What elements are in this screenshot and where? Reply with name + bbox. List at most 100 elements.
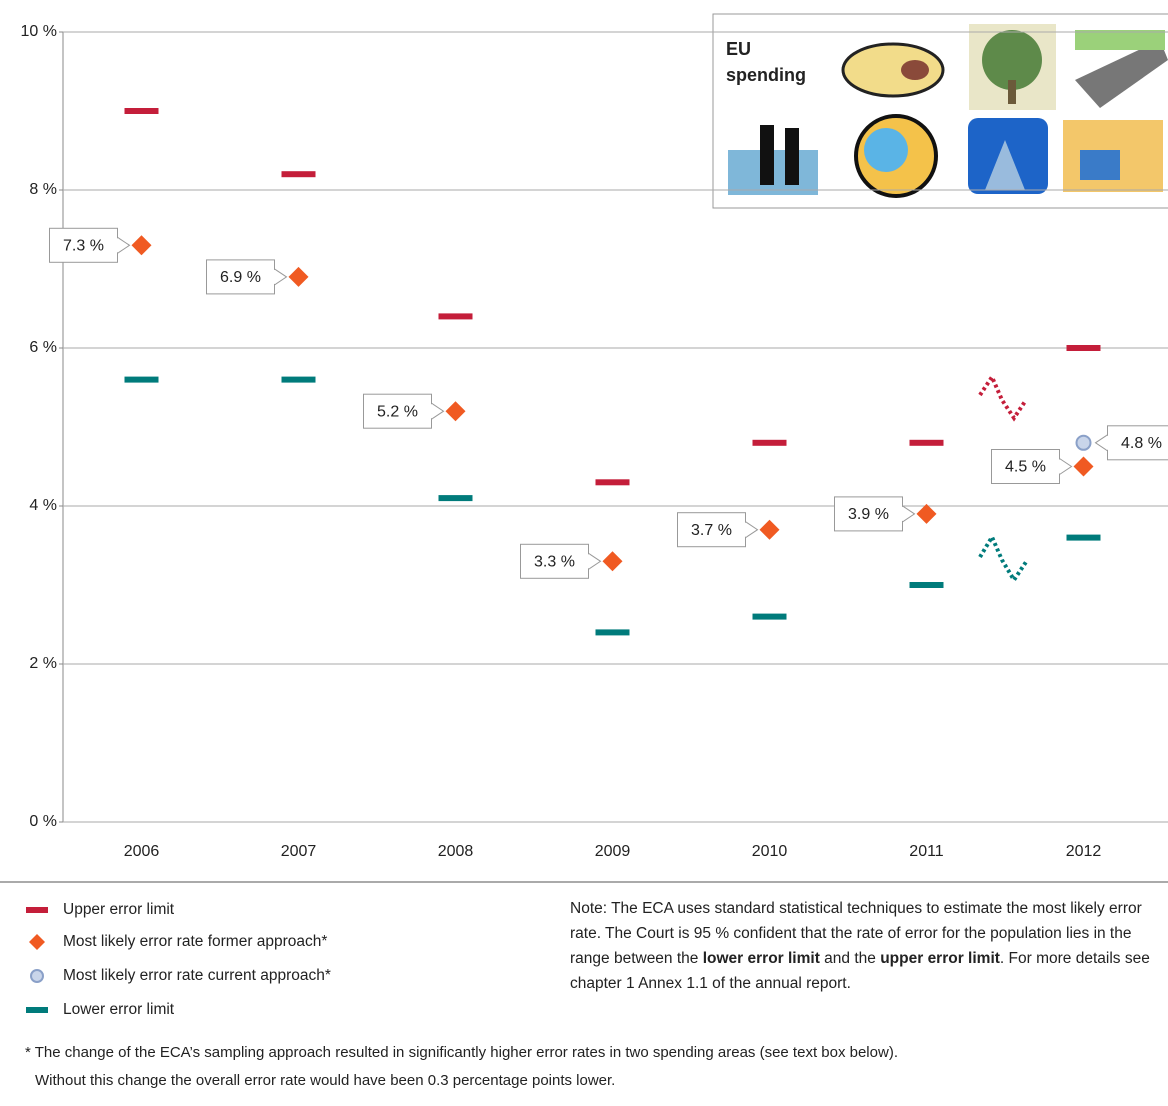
x-tick-label: 2011 — [909, 843, 944, 860]
note-text: and the — [819, 950, 881, 967]
legend-label: Most likely error rate current approach* — [63, 967, 331, 984]
error-rate-diamond — [288, 266, 309, 287]
error-rate-diamond — [445, 401, 466, 422]
y-tick-label: 0 % — [29, 813, 57, 830]
legend-label: Upper error limit — [63, 901, 175, 918]
note-text: Note: The ECA uses standard statistical … — [570, 900, 1142, 967]
legend-marker — [26, 1007, 48, 1013]
x-tick-label: 2012 — [1066, 843, 1102, 860]
value-label-box — [206, 259, 275, 295]
value-label-pointer — [902, 504, 916, 523]
x-tick-label: 2010 — [752, 843, 788, 860]
cow-icon — [901, 60, 929, 80]
value-label-box — [991, 449, 1060, 484]
value-label-pointer — [588, 552, 602, 571]
value-label: 3.3 % — [534, 554, 575, 571]
error-limit-bar — [124, 376, 159, 383]
legend-label: Lower error limit — [63, 1001, 175, 1018]
note-text: . For more details see chapter 1 Annex 1… — [570, 950, 1150, 992]
legend-marker — [29, 934, 45, 950]
legend-marker — [26, 1007, 48, 1013]
value-label: 5.2 % — [377, 403, 418, 420]
x-tick-label: 2007 — [281, 843, 317, 860]
inset-image: EU spending — [712, 13, 1168, 209]
legend-marker — [29, 934, 45, 950]
legend-label: Most likely error rate former approach* — [63, 933, 328, 950]
value-label: 3.9 % — [848, 506, 889, 523]
value-label-box — [520, 543, 589, 579]
error-limit-bar — [1066, 345, 1101, 351]
error-rate-circle — [1075, 434, 1092, 451]
legend-item: Upper error limit — [25, 900, 174, 920]
y-tick-label: 8 % — [29, 181, 57, 198]
tree-icon — [1008, 80, 1016, 104]
people-icon — [760, 125, 774, 185]
tree-icon — [982, 30, 1042, 90]
y-tick-label: 10 % — [21, 23, 57, 40]
x-tick-label: 2006 — [124, 843, 160, 860]
value-label-box — [363, 393, 432, 429]
value-label: 7.3 % — [63, 238, 104, 255]
break-marker — [978, 532, 1028, 584]
value-label-pointer — [431, 402, 445, 421]
road-icon — [1075, 30, 1165, 50]
value-label-pointer — [274, 267, 288, 286]
lab-icon — [985, 140, 1025, 190]
error-limit-bar — [595, 629, 630, 636]
error-rate-diamond — [602, 551, 623, 572]
error-rate-diamond — [916, 503, 937, 524]
note-text: lower error limit — [702, 950, 820, 967]
legend-marker — [30, 969, 44, 983]
y-tick-label: 6 % — [29, 339, 57, 356]
error-limit-bar — [281, 376, 316, 383]
error-limit-bar — [752, 439, 787, 446]
error-limit-bar — [909, 582, 944, 588]
people-icon — [785, 128, 799, 185]
value-label-pointer — [1059, 457, 1073, 476]
value-label-pointer — [117, 236, 131, 255]
value-label: 4.8 % — [1121, 435, 1162, 452]
value-label: 3.7 % — [691, 522, 732, 539]
value-label-pointer — [745, 520, 759, 539]
error-limit-bar — [752, 613, 787, 620]
note: Note: The ECA uses standard statistical … — [570, 896, 1168, 996]
cow-icon — [841, 42, 945, 98]
error-limit-bar — [281, 171, 316, 178]
error-limit-bar — [438, 495, 473, 502]
road-icon — [1075, 40, 1168, 108]
legend-marker — [26, 907, 48, 913]
legend-marker — [26, 907, 48, 913]
value-label: 6.9 % — [220, 269, 261, 286]
footnote: Without this change the overall error ra… — [35, 1072, 616, 1089]
legend-item: Most likely error rate current approach* — [25, 966, 331, 986]
legend-item: Most likely error rate former approach* — [25, 932, 327, 952]
x-tick-label: 2008 — [438, 843, 474, 860]
error-limit-bar — [909, 439, 944, 446]
chart: EU spending 0 % 2 % 4 % 6 % 8 % 10 % 2006 2007 2… — [21, 13, 1168, 860]
error-rate-diamond — [1073, 456, 1094, 477]
break-marker — [978, 372, 1028, 422]
error-limit-bar — [1066, 534, 1101, 541]
globe-icon — [864, 128, 908, 172]
value-label-box — [677, 512, 746, 548]
footnote: * The change of the ECA’s sampling appro… — [25, 1044, 898, 1061]
value-label-pointer — [1094, 433, 1108, 452]
error-rate-diamond — [131, 235, 152, 256]
inset-title: spending — [726, 65, 806, 85]
note-text: upper error limit — [880, 950, 1000, 967]
inset-title: EU — [726, 39, 751, 59]
legend-item: Lower error limit — [25, 1000, 174, 1020]
value-label: 4.5 % — [1005, 459, 1046, 476]
error-limit-bar — [124, 108, 159, 114]
legend-marker — [30, 969, 44, 983]
error-rate-diamond — [759, 519, 780, 540]
office-icon — [1080, 150, 1120, 180]
x-tick-label: 2009 — [595, 843, 631, 860]
y-tick-label: 2 % — [29, 655, 57, 672]
error-limit-bar — [595, 479, 630, 486]
y-tick-label: 4 % — [29, 497, 57, 514]
value-label-box — [834, 496, 903, 532]
legend-separator — [0, 881, 1168, 883]
error-limit-bar — [438, 313, 473, 320]
